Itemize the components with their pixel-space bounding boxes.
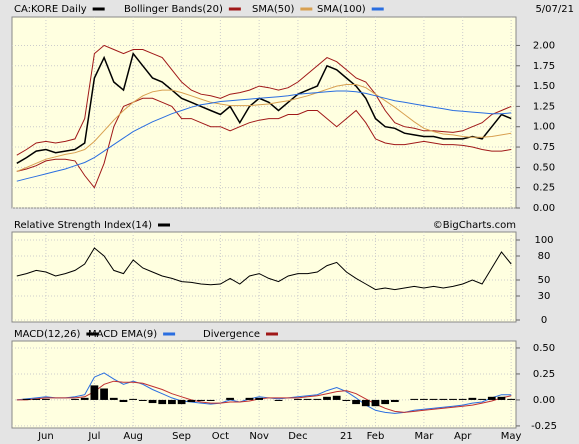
- legend-label: Relative Strength Index(14): [14, 220, 152, 231]
- divergence-bar: [352, 399, 360, 405]
- y-tick-label: 1.25: [533, 101, 555, 112]
- y-tick-label: 0.50: [533, 343, 555, 354]
- divergence-bar: [420, 398, 428, 400]
- series-line: [16, 380, 512, 413]
- y-tick-label: 0: [541, 315, 547, 326]
- legend-label: SMA(100): [317, 4, 366, 15]
- divergence-bar: [468, 397, 477, 400]
- legend-label: MACD(12,26): [14, 329, 81, 340]
- divergence-bar: [497, 396, 506, 400]
- y-tick-label: 0.00: [533, 203, 555, 214]
- x-tick-label: Jun: [37, 431, 54, 442]
- divergence-bar: [158, 399, 167, 405]
- x-tick-label: Feb: [367, 431, 385, 442]
- bollinger-upper: [16, 44, 512, 156]
- y-tick-label: 0.50: [533, 162, 555, 173]
- divergence-bar: [148, 399, 157, 404]
- panel: [11, 231, 517, 323]
- x-tick-label: Oct: [212, 431, 229, 442]
- series-line: [16, 51, 512, 164]
- divergence-bar: [381, 399, 390, 405]
- divergence-bar: [487, 396, 496, 400]
- x-tick-label: 21: [340, 431, 353, 442]
- series-line: [16, 247, 512, 291]
- x-tick-label: Aug: [123, 431, 143, 442]
- y-tick-label: 80: [538, 251, 551, 262]
- y-tick-label: 50: [538, 275, 551, 286]
- divergence-bar: [478, 398, 486, 400]
- legend-label: Divergence: [203, 329, 260, 340]
- divergence-bar: [313, 398, 322, 400]
- x-tick-label: May: [501, 431, 522, 442]
- y-tick-label: 30: [538, 291, 551, 302]
- y-tick-label: 0.00: [533, 395, 555, 406]
- divergence-bar: [119, 399, 128, 403]
- x-tick-label: Jul: [87, 431, 100, 442]
- divergence-bar: [80, 397, 89, 400]
- series-line: [16, 372, 512, 414]
- x-tick-label: Nov: [249, 431, 269, 442]
- panel: [11, 16, 517, 209]
- divergence-bar: [90, 385, 99, 400]
- y-tick-label: 0.75: [533, 142, 555, 153]
- divergence-bar: [71, 398, 79, 400]
- legend-label: SMA(50): [252, 4, 294, 15]
- legend-label: CA:KORE Daily: [14, 4, 87, 15]
- divergence-bar: [187, 399, 196, 403]
- divergence-bar: [42, 398, 50, 400]
- divergence-bar: [410, 398, 419, 400]
- divergence-bar: [226, 397, 234, 400]
- y-tick-label: 1.00: [533, 122, 555, 133]
- divergence-bar: [255, 397, 264, 400]
- date: 5/07/21: [535, 4, 574, 15]
- panel: [11, 340, 517, 429]
- divergence-bar: [129, 398, 138, 400]
- divergence-bar: [323, 396, 331, 400]
- series-line: [16, 84, 512, 172]
- divergence-bar: [303, 398, 312, 400]
- divergence-bar: [449, 398, 457, 400]
- legend-label: MACD EMA(9): [88, 329, 157, 340]
- divergence-bar: [177, 399, 186, 405]
- bollinger-lower: [16, 97, 512, 189]
- divergence-bar: [32, 398, 41, 400]
- y-tick-label: 2.00: [533, 40, 555, 51]
- divergence-bar: [100, 388, 108, 400]
- x-tick-label: Apr: [454, 431, 472, 442]
- divergence-bar: [390, 399, 399, 403]
- divergence-bar: [206, 399, 215, 401]
- divergence-bar: [361, 399, 370, 407]
- divergence-bar: [274, 399, 283, 401]
- y-tick-label: 1.75: [533, 61, 555, 72]
- x-tick-label: Mar: [414, 431, 434, 442]
- divergence-bar: [22, 398, 31, 400]
- divergence-bar: [458, 398, 467, 400]
- divergence-bar: [168, 399, 176, 405]
- x-tick-label: Dec: [288, 431, 307, 442]
- y-tick-label: -0.25: [531, 421, 557, 432]
- divergence-bar: [371, 399, 380, 407]
- y-tick-label: 0.25: [533, 183, 555, 194]
- divergence-bar: [109, 397, 118, 400]
- divergence-bar: [245, 397, 254, 400]
- divergence-bar: [439, 398, 448, 400]
- divergence-bar: [197, 399, 205, 401]
- legend-label: Bollinger Bands(20): [124, 4, 223, 15]
- divergence-bar: [294, 398, 302, 400]
- x-tick-label: Sep: [172, 431, 191, 442]
- y-tick-label: 1.50: [533, 81, 555, 92]
- divergence-bar: [138, 399, 147, 401]
- divergence-bar: [429, 398, 438, 400]
- credit: ©BigCharts.com: [433, 220, 516, 231]
- y-tick-label: 0.25: [533, 369, 555, 380]
- series-line: [16, 90, 512, 182]
- divergence-bar: [507, 398, 516, 400]
- y-tick-label: 100: [534, 235, 553, 246]
- divergence-bar: [342, 399, 351, 401]
- divergence-bar: [332, 395, 341, 400]
